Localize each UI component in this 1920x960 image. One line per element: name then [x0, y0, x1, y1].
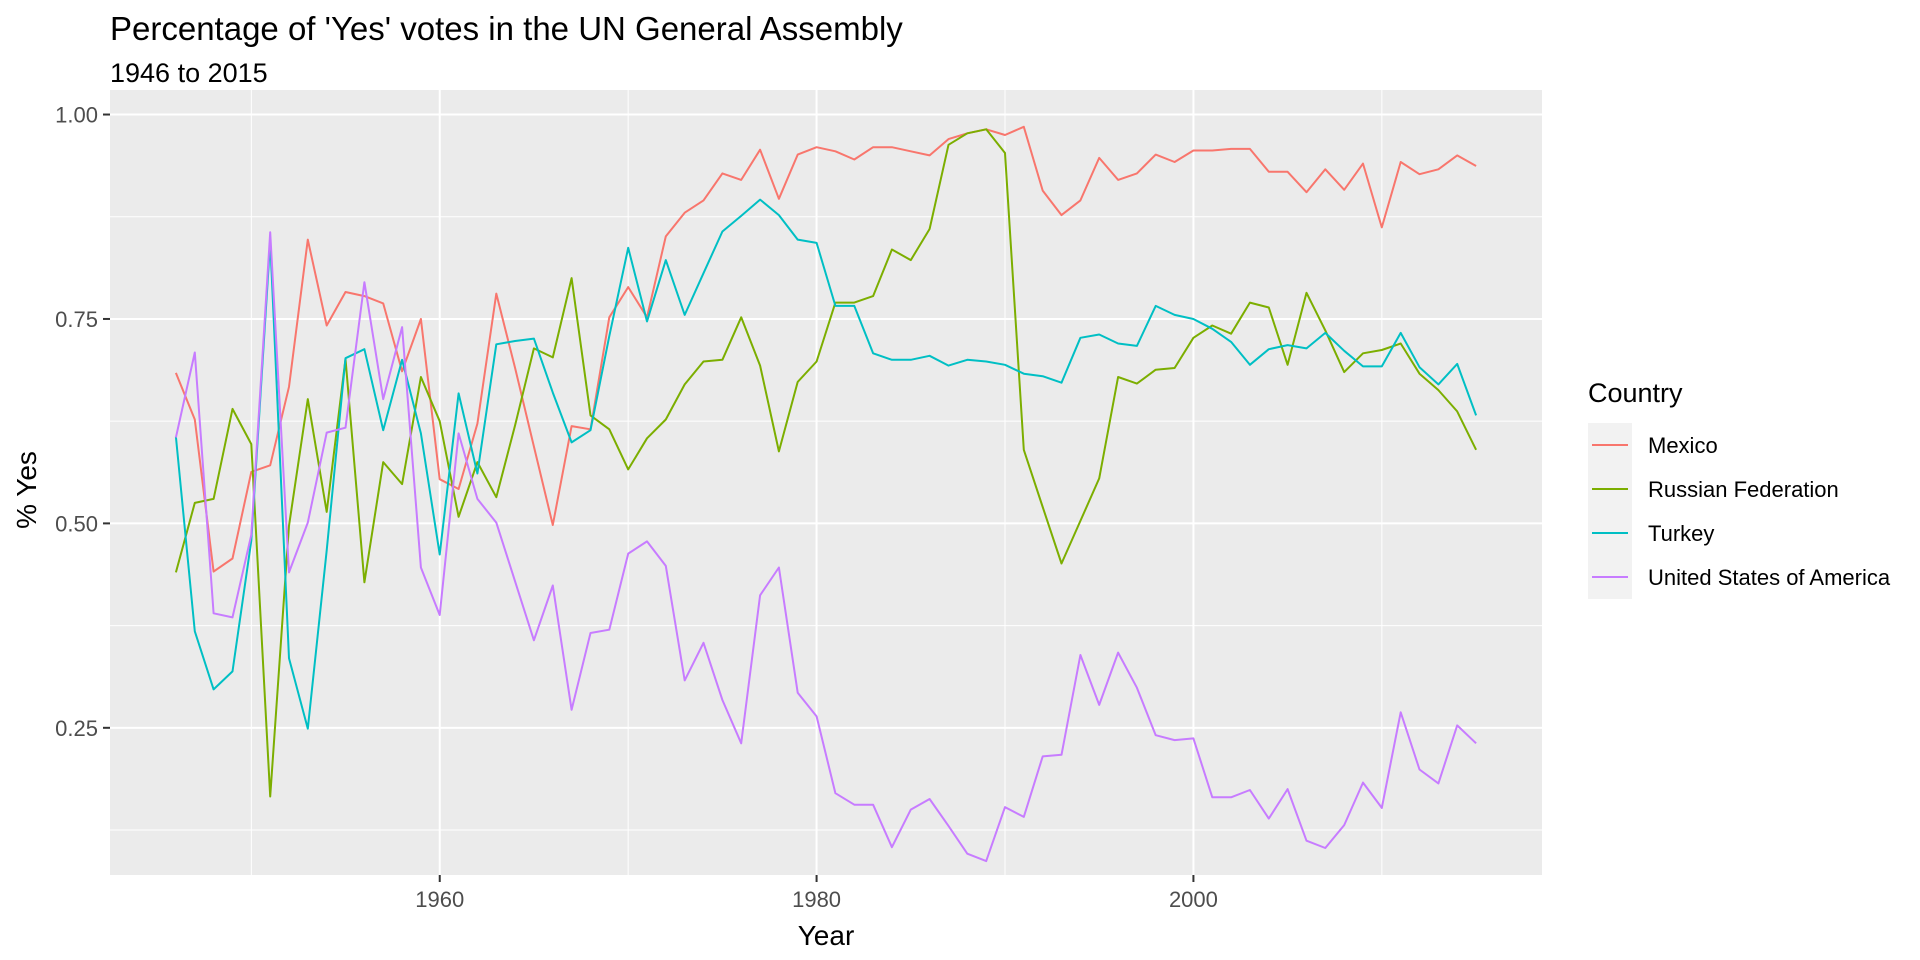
series-lines [174, 125, 1478, 863]
x-tick-label: 2000 [1169, 887, 1218, 912]
legend-title: Country [1588, 378, 1683, 408]
series-line-united-states-of-america [174, 231, 1477, 863]
grid-major [110, 90, 1542, 875]
chart-subtitle: 1946 to 2015 [110, 58, 268, 88]
legend-item-united-states-of-america: United States of America [1588, 555, 1891, 599]
chart-title: Percentage of 'Yes' votes in the UN Gene… [110, 10, 903, 47]
legend-label: United States of America [1648, 565, 1891, 590]
x-tick-label: 1980 [792, 887, 841, 912]
legend-label: Mexico [1648, 433, 1718, 458]
legend: Country Mexico Russian Federation Turkey Un… [1588, 378, 1891, 599]
y-tick-label: 0.50 [55, 511, 98, 536]
grid-minor [110, 90, 1542, 875]
series-line-russian-federation [174, 128, 1477, 798]
legend-label: Russian Federation [1648, 477, 1839, 502]
x-axis-title: Year [798, 920, 855, 951]
legend-item-russian-federation: Russian Federation [1588, 467, 1839, 511]
series-line-turkey [174, 198, 1478, 730]
x-tick-label: 1960 [415, 887, 464, 912]
legend-item-mexico: Mexico [1588, 423, 1718, 467]
plot-panel [110, 90, 1542, 875]
y-tick-label: 1.00 [55, 103, 98, 128]
y-tick-label: 0.25 [55, 716, 98, 741]
x-axis: 1960 1980 2000 [415, 875, 1218, 912]
legend-label: Turkey [1648, 521, 1714, 546]
y-tick-label: 0.75 [55, 307, 98, 332]
y-axis-title: % Yes [11, 451, 42, 529]
series-line-mexico [174, 125, 1477, 573]
legend-item-turkey: Turkey [1588, 511, 1714, 555]
y-axis: 0.25 0.50 0.75 1.00 [55, 103, 110, 741]
